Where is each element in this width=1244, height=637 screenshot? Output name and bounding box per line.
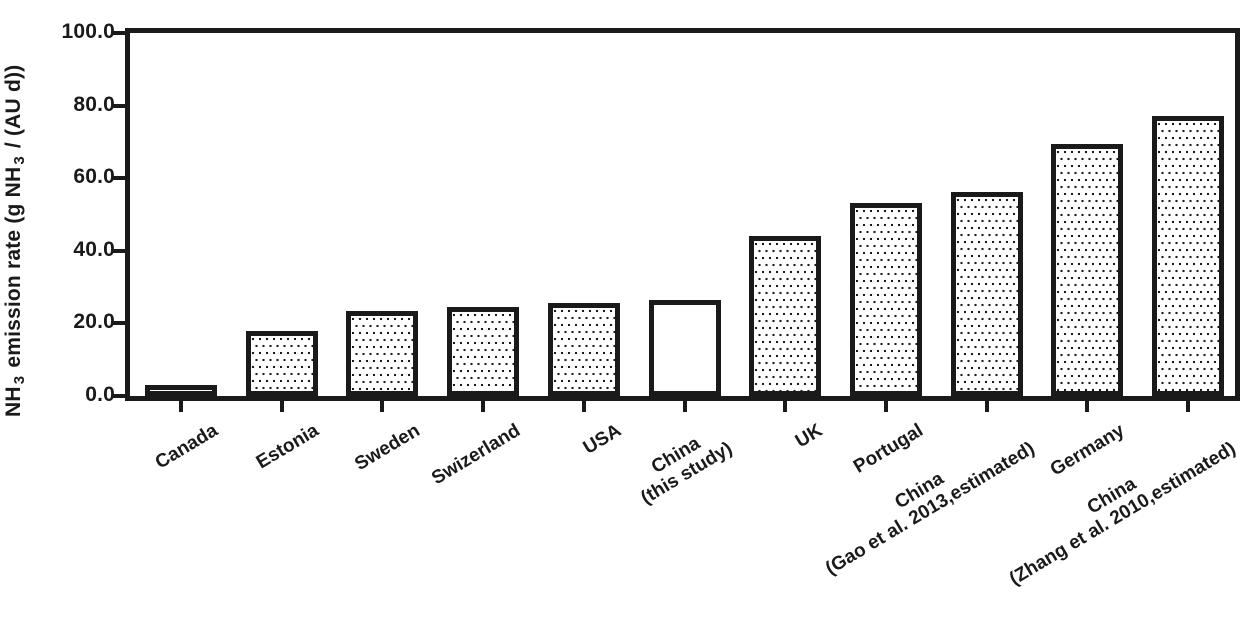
x-axis-label: Germany [1047,420,1129,481]
x-axis-label-line: Canada [152,420,222,474]
y-axis-tick-label: 100.0 [61,20,115,43]
bar [1152,116,1224,396]
y-axis-tick-label: 40.0 [73,237,115,261]
bar [145,385,217,396]
plot-inner [130,33,1235,396]
bar [346,311,419,396]
y-axis-title-text: NH [2,386,25,417]
x-axis-label: Swizerland [428,420,524,489]
x-axis-label: Sweden [351,420,424,475]
x-axis-tick [783,401,788,412]
y-axis-title-text: / (AU d)) [2,64,25,155]
plot-area [125,28,1240,401]
x-axis-tick [883,401,888,412]
y-axis-tick [113,248,125,253]
x-axis-tick [179,401,183,412]
x-axis-label-line: USA [579,420,625,459]
x-axis-tick [279,401,284,412]
y-axis-tick-label: 80.0 [73,92,115,116]
x-axis-label: UK [792,420,826,452]
bar [849,203,922,396]
x-axis-label: Portugal [850,420,927,478]
y-axis-title-subscript: 3 [11,156,28,165]
y-axis-title-text: emission rate (g NH [2,166,25,374]
y-axis-tick-label: 20.0 [73,310,115,334]
bar [648,300,721,396]
x-axis-label-line: Germany [1046,420,1129,481]
x-axis-label: USA [579,420,624,459]
x-axis-label-line: (Zhang et al. 2010,estimated) [1006,438,1240,591]
x-axis-label: Estonia [253,420,323,474]
x-axis-label: Canada [152,420,222,474]
x-axis-label-line: Portugal [849,420,927,478]
x-axis-tick [682,401,687,412]
x-axis-tick [1186,401,1190,412]
y-axis-tick [113,321,125,326]
x-axis-label: China (this study) [627,420,737,509]
bar [547,303,620,396]
y-axis-tick [113,394,125,398]
y-axis-tick-label: 60.0 [73,165,115,189]
x-axis-label-line: Estonia [252,420,323,474]
y-axis-tick [113,176,125,181]
x-axis-label-line: UK [791,420,827,453]
y-axis-tick [113,31,125,35]
x-axis-tick [984,401,989,412]
x-axis-tick [481,401,486,412]
y-axis-tick-label: 0.0 [85,383,115,406]
x-axis-label-line: Swizerland [428,420,524,490]
bar [1051,144,1124,396]
y-axis-tick [113,103,125,108]
x-axis-tick [380,401,385,412]
bar [950,192,1023,396]
bar [749,236,822,396]
x-axis-label-line: Sweden [350,420,424,475]
bar [447,307,520,396]
x-axis-tick [581,401,586,412]
bar [245,331,318,396]
x-axis-tick [1085,401,1090,412]
